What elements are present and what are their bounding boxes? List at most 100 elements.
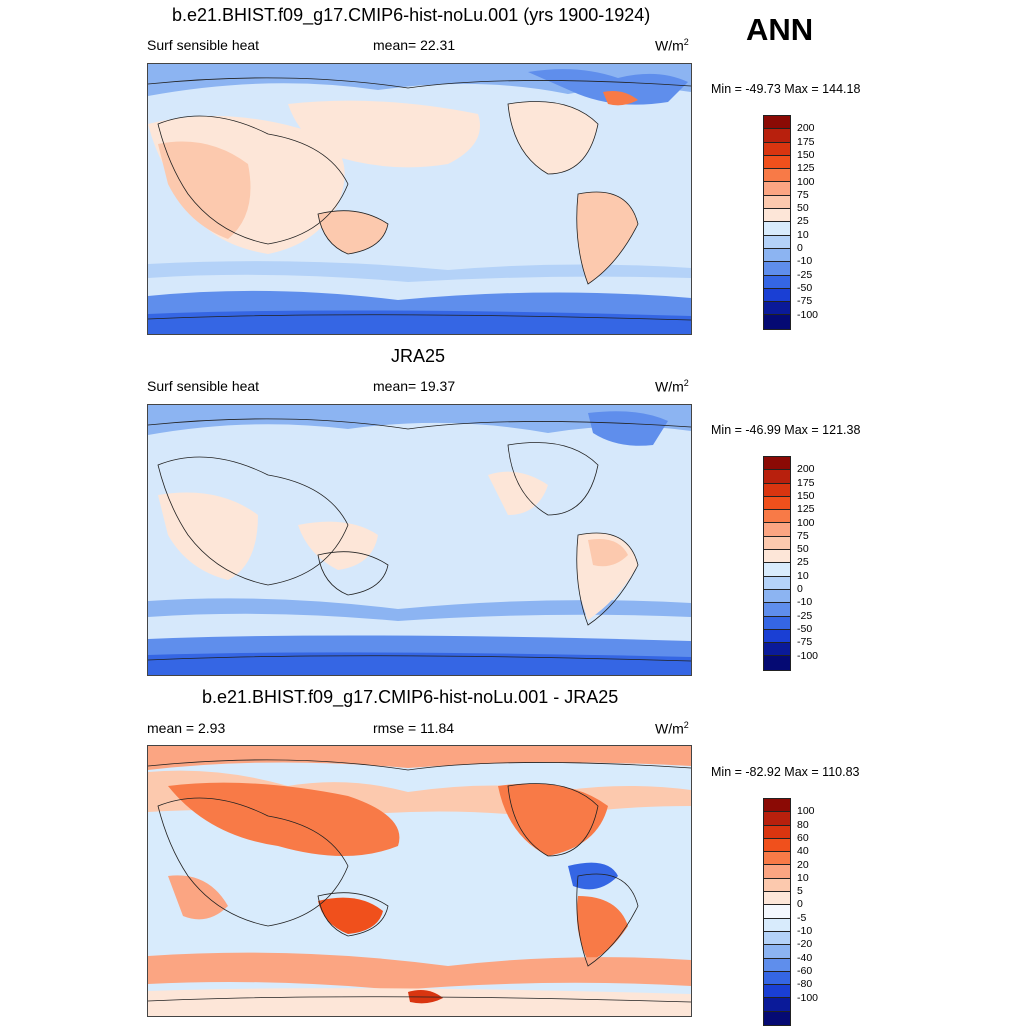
panel-2-colorbar xyxy=(763,456,791,671)
colorbar-box xyxy=(764,643,790,657)
panel-1-map xyxy=(147,63,692,335)
colorbar-tick-label: -10 xyxy=(797,255,813,268)
colorbar-tick-label: 150 xyxy=(797,489,815,502)
panel-2-units: W/m2 xyxy=(655,378,689,395)
colorbar-box xyxy=(764,998,790,1012)
colorbar-box xyxy=(764,1011,790,1026)
colorbar-tick-label: -20 xyxy=(797,938,813,951)
colorbar-tick-label: 0 xyxy=(797,242,803,254)
panel-1-colorbar xyxy=(763,115,791,330)
colorbar-box xyxy=(764,169,790,183)
colorbar-box xyxy=(764,116,790,130)
panel-3-colorbar xyxy=(763,798,791,1026)
panel-3-rmse-label: rmse = 11.84 xyxy=(373,720,455,736)
colorbar-box xyxy=(764,985,790,999)
colorbar-box xyxy=(764,275,790,289)
colorbar-box xyxy=(764,656,790,670)
colorbar-box xyxy=(764,195,790,210)
colorbar-tick-label: 10 xyxy=(797,871,809,884)
colorbar-tick-label: -75 xyxy=(797,295,813,308)
colorbar-box xyxy=(764,603,790,617)
panel-1-units: W/m2 xyxy=(655,37,689,54)
panel-3-units: W/m2 xyxy=(655,720,689,737)
colorbar-tick-label: 50 xyxy=(797,202,809,215)
colorbar-tick-label: -100 xyxy=(797,649,819,662)
colorbar-box xyxy=(764,958,790,972)
colorbar-box xyxy=(764,222,790,236)
colorbar-tick-label: -60 xyxy=(797,964,813,977)
colorbar-tick-label: 175 xyxy=(797,476,815,489)
colorbar-box xyxy=(764,892,790,906)
colorbar-tick-label: 125 xyxy=(797,162,815,175)
colorbar-tick-label: 60 xyxy=(797,831,809,844)
colorbar-tick-label: -25 xyxy=(797,609,813,622)
colorbar-tick-label: -10 xyxy=(797,596,813,609)
colorbar-box xyxy=(764,302,790,316)
colorbar-box xyxy=(764,129,790,143)
colorbar-tick-label: 25 xyxy=(797,556,809,569)
colorbar-box xyxy=(764,155,790,170)
colorbar-box xyxy=(764,576,790,590)
colorbar-tick-label: 175 xyxy=(797,135,815,148)
colorbar-tick-label: -80 xyxy=(797,978,813,991)
colorbar-tick-label: -5 xyxy=(797,911,807,924)
colorbar-tick-label: -100 xyxy=(797,308,819,321)
colorbar-tick-label: -100 xyxy=(797,991,819,1004)
colorbar-box xyxy=(764,142,790,156)
colorbar-tick-label: 25 xyxy=(797,215,809,228)
panel-3-map xyxy=(147,745,692,1017)
colorbar-box xyxy=(764,496,790,511)
colorbar-box xyxy=(764,563,790,577)
panel-3-minmax: Min = -82.92 Max = 110.83 xyxy=(711,765,860,779)
colorbar-tick-label: 75 xyxy=(797,188,809,201)
colorbar-box xyxy=(764,905,790,919)
colorbar-tick-label: 10 xyxy=(797,569,809,582)
colorbar-box xyxy=(764,971,790,986)
panel-1-minmax: Min = -49.73 Max = 144.18 xyxy=(711,82,861,96)
colorbar-box xyxy=(764,799,790,813)
colorbar-box xyxy=(764,616,790,630)
colorbar-tick-label: 100 xyxy=(797,516,815,529)
colorbar-box xyxy=(764,812,790,826)
colorbar-tick-label: 125 xyxy=(797,503,815,516)
colorbar-box xyxy=(764,288,790,303)
colorbar-tick-label: 80 xyxy=(797,818,809,831)
colorbar-box xyxy=(764,523,790,537)
panel-1-mean-label: mean= 22.31 xyxy=(373,37,456,53)
colorbar-box xyxy=(764,483,790,497)
colorbar-box xyxy=(764,918,790,932)
colorbar-tick-label: 20 xyxy=(797,858,809,871)
panel-2-mean-label: mean= 19.37 xyxy=(373,378,456,394)
colorbar-box xyxy=(764,945,790,959)
colorbar-tick-label: 0 xyxy=(797,898,803,911)
colorbar-tick-label: 100 xyxy=(797,175,815,188)
colorbar-tick-label: -10 xyxy=(797,925,813,937)
colorbar-box xyxy=(764,825,790,839)
colorbar-box xyxy=(764,550,790,564)
colorbar-box xyxy=(764,182,790,196)
colorbar-box xyxy=(764,248,790,263)
colorbar-box xyxy=(764,536,790,551)
colorbar-tick-label: 200 xyxy=(797,122,815,135)
colorbar-tick-label: -75 xyxy=(797,636,813,649)
colorbar-tick-label: 150 xyxy=(797,148,815,161)
colorbar-box xyxy=(764,838,790,853)
panel-2-title: JRA25 xyxy=(391,346,446,366)
colorbar-box xyxy=(764,629,790,644)
colorbar-box xyxy=(764,931,790,946)
colorbar-box xyxy=(764,315,790,329)
panel-2-minmax: Min = -46.99 Max = 121.38 xyxy=(711,423,861,437)
panel-2-map xyxy=(147,404,692,676)
panel-3-mean-label: mean = 2.93 xyxy=(147,720,226,736)
colorbar-box xyxy=(764,209,790,223)
colorbar-tick-label: 0 xyxy=(797,583,803,595)
colorbar-tick-label: 50 xyxy=(797,543,809,556)
colorbar-box xyxy=(764,235,790,249)
colorbar-box xyxy=(764,589,790,604)
colorbar-tick-label: 75 xyxy=(797,529,809,542)
panel-1-variable-label: Surf sensible heat xyxy=(147,37,260,53)
colorbar-tick-label: -50 xyxy=(797,281,813,294)
colorbar-tick-label: 40 xyxy=(797,845,809,858)
panel-2-variable-label: Surf sensible heat xyxy=(147,378,260,394)
panel-1-title: b.e21.BHIST.f09_g17.CMIP6-hist-noLu.001 … xyxy=(172,5,651,25)
